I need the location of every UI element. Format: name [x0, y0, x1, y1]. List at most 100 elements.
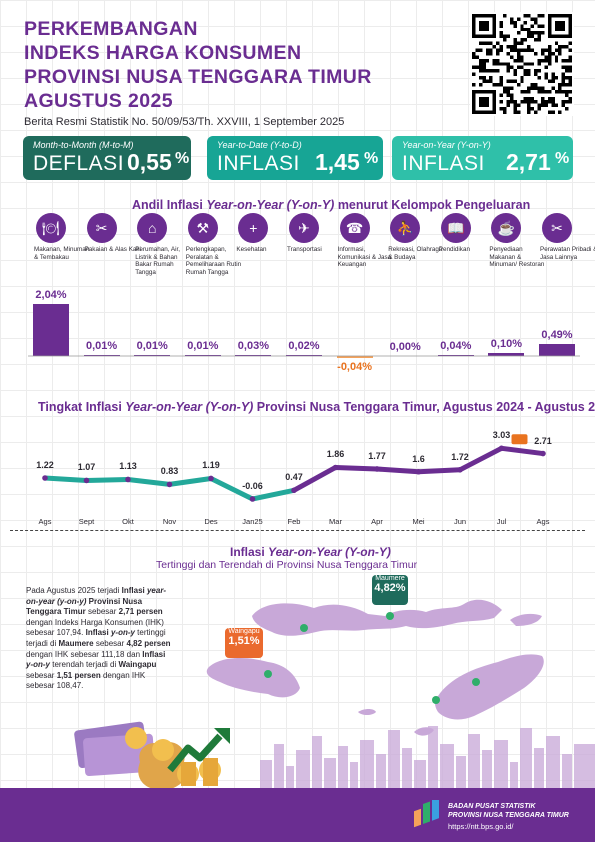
line-value-label: -0.06 — [242, 480, 263, 491]
bar-chart-title: Andil Inflasi Year-on-Year (Y-on-Y) menu… — [132, 198, 531, 212]
category-label: Perlengkapan, Peralatan & Pemeliharaan R… — [185, 246, 242, 276]
line-value-label: 1.6 — [412, 453, 425, 464]
yoy-box: Year-on-Year (Y-on-Y) INFLASI 2,71 % — [392, 136, 573, 180]
waingapu-dot — [264, 670, 272, 678]
line-segment — [499, 445, 546, 457]
line-point — [540, 450, 546, 457]
line-segment — [457, 445, 504, 473]
paragraph-segment: Waingapu — [118, 660, 157, 670]
personal-care-icon: ✂ — [542, 213, 572, 243]
paragraph-segment: dengan Indeks Harga Konsumen (IHK) sebes… — [26, 617, 164, 638]
bar — [539, 343, 575, 356]
line-point — [291, 487, 297, 494]
growth-arrow-icon — [167, 733, 223, 773]
bar-value-label: 0,01% — [136, 339, 168, 352]
line-point — [166, 481, 173, 488]
kupang-dot — [432, 696, 440, 704]
highest-name: Maumere — [375, 575, 405, 582]
line-segment — [84, 476, 131, 483]
category-label: Perawatan Pribadi & Jasa Lainnya — [540, 246, 595, 261]
highest-callout: Maumere 4,82% — [372, 575, 408, 605]
line-value-label: 1.07 — [77, 462, 96, 473]
bar-value-label: 0,01% — [187, 339, 219, 352]
title-line-4: AGUSTUS 2025 — [24, 90, 173, 112]
yoy-label: INFLASI — [402, 152, 485, 175]
alor-island — [510, 613, 542, 626]
line-segment — [125, 476, 172, 487]
health-icon: + — [238, 213, 269, 243]
category-label: Kesehatan — [236, 246, 267, 253]
yoy-caption: Year-on-Year (Y-on-Y) — [402, 140, 491, 150]
month-label: Nov — [162, 517, 177, 526]
month-label: Feb — [287, 517, 301, 526]
line-segment — [374, 466, 421, 475]
bar — [437, 354, 474, 356]
qr-code[interactable] — [470, 12, 574, 116]
footer-url[interactable]: https://ntt.bps.go.id/ — [448, 822, 514, 831]
line-point — [249, 496, 256, 502]
line-point — [42, 475, 48, 481]
atambua-dot — [472, 678, 480, 686]
regional-subtitle: Tertinggi dan Terendah di Provinsi Nusa … — [156, 559, 418, 571]
footer-org-line2: PROVINSI NUSA TENGGARA TIMUR — [448, 812, 569, 819]
maumere-dot — [386, 612, 394, 620]
paragraph-segment: Pada Agustus 2025 terjadi — [26, 586, 122, 595]
bar — [33, 303, 69, 356]
ntt-map — [206, 599, 544, 736]
yoy-value: 2,71 — [506, 149, 551, 175]
ytd-unit: % — [364, 150, 379, 167]
line-value-label: 3.03 — [492, 430, 511, 441]
release-subtitle: Berita Resmi Statistik No. 50/09/53/Th. … — [24, 116, 345, 128]
footer-org-line1: BADAN PUSAT STATISTIK — [448, 803, 536, 810]
lowest-callout: Waingapu 1,51% — [225, 628, 263, 658]
yoy-unit: % — [555, 150, 570, 167]
month-label: Apr — [371, 517, 383, 526]
paragraph-segment: 4,82 persen — [126, 638, 171, 648]
bar-value-label: 0,01% — [85, 339, 118, 352]
line-point — [208, 475, 214, 482]
skyline-decoration — [74, 721, 595, 792]
paragraph-segment: sebesar — [26, 670, 57, 680]
paragraph-segment: sebesar — [93, 638, 127, 648]
category-label: Pakaian & Alas Kaki — [84, 246, 141, 253]
month-label: Jul — [496, 517, 507, 526]
month-label: Des — [204, 517, 218, 526]
category-label: Penyediaan Makanan & Minuman/ Restoran — [489, 246, 545, 269]
lowest-name: Waingapu — [228, 628, 260, 635]
month-label: Ags — [536, 517, 550, 526]
timor-island — [435, 654, 544, 720]
bar — [488, 353, 525, 356]
highest-value: 4,82% — [374, 582, 406, 594]
category-label: Transportasi — [287, 246, 322, 253]
paragraph-segment: sebesar — [85, 607, 119, 617]
line-segment — [167, 475, 214, 487]
footer-bar — [0, 788, 595, 842]
category-label: Perumahan, Air, Listrik & Bahan Bakar Ru… — [135, 246, 180, 276]
month-label: Jun — [453, 517, 467, 526]
bar-value-label: -0,04% — [337, 360, 373, 373]
bar — [184, 354, 221, 356]
line-value-label: 1.86 — [326, 449, 345, 460]
paragraph-segment: year-on-year (y-on-y) — [26, 586, 167, 606]
line-value-label: 1.77 — [368, 450, 386, 461]
line-point — [415, 468, 422, 475]
flores-west-dot — [300, 624, 308, 632]
line-segment — [416, 467, 463, 475]
line-segment — [291, 464, 338, 493]
bps-logo-icon — [414, 800, 439, 828]
bar — [134, 354, 171, 356]
paragraph-segment: dengan IHK sebesar 111,18 dan — [26, 649, 143, 659]
restaurant-icon: ☕ — [491, 213, 522, 243]
regional-title: Inflasi Year-on-Year (Y-on-Y) — [230, 545, 391, 559]
regional-paragraph: Pada Agustus 2025 terjadi Inflasi year-o… — [26, 586, 174, 692]
flores-island — [252, 599, 502, 636]
title-line-3: PROVINSI NUSA TENGGARA TIMUR — [24, 66, 372, 88]
line-value-label: 1.22 — [36, 459, 54, 470]
bar-value-label: 0,00% — [389, 341, 421, 353]
mtm-caption: Month-to-Month (M-to-M) — [33, 140, 134, 150]
bar-value-label: 0,10% — [490, 338, 522, 351]
line-point — [498, 445, 505, 452]
paragraph-segment: Maumere — [58, 638, 94, 648]
